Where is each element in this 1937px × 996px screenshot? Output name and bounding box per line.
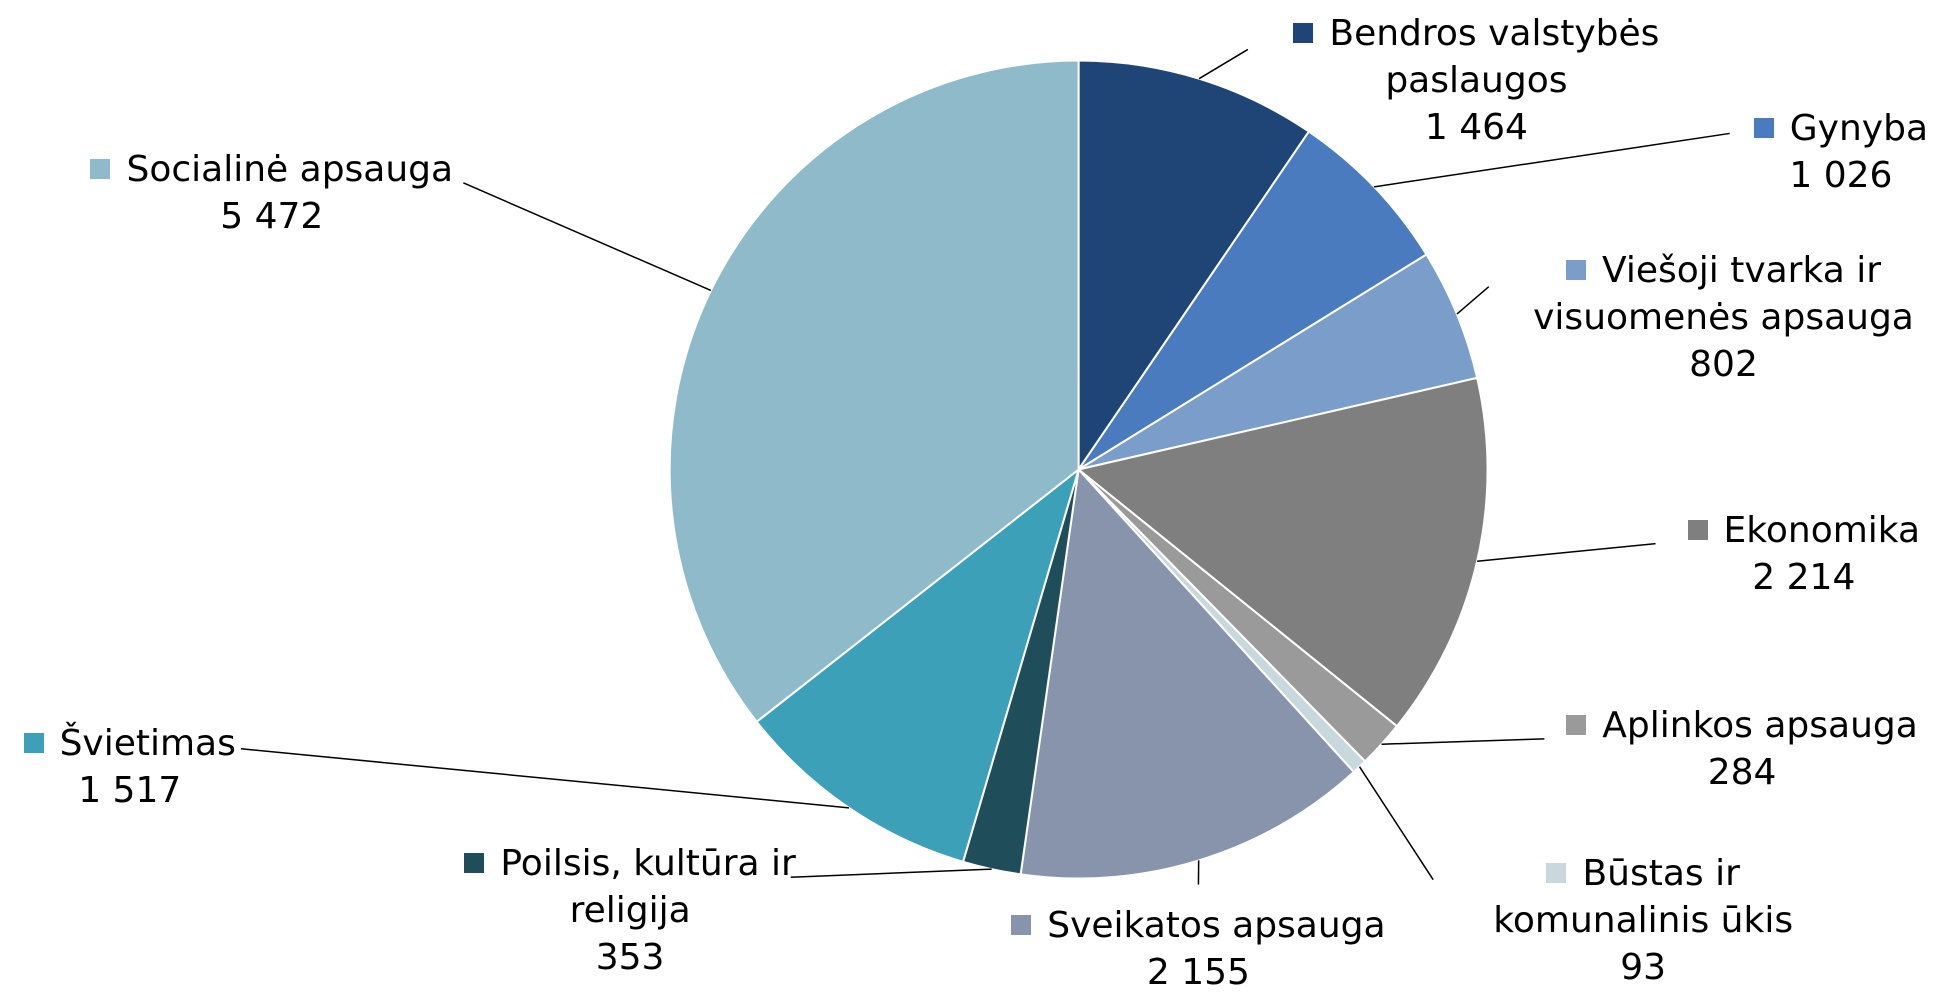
label-name: Bendros valstybės paslaugos [1266, 10, 1686, 104]
value-label: 1 517 [0, 767, 266, 814]
leader-line [1359, 767, 1433, 880]
category-label: Socialinė apsauga [126, 149, 453, 190]
category-label: Aplinkos apsauga [1602, 705, 1918, 746]
legend-marker [90, 159, 110, 179]
leader-line [1477, 544, 1655, 562]
category-label: Ekonomika [1724, 510, 1921, 551]
value-label: 5 472 [68, 193, 476, 240]
label-name: Aplinkos apsauga [1544, 702, 1937, 749]
category-label: Švietimas [60, 723, 236, 764]
label-name: Sveikatos apsauga [976, 902, 1421, 949]
label-name: Švietimas [0, 720, 266, 767]
category-label: Sveikatos apsauga [1047, 905, 1385, 946]
legend-marker [1566, 715, 1586, 735]
legend-marker [1546, 863, 1566, 883]
category-label: Viešoji tvarka ir visuomenės apsauga [1533, 250, 1914, 338]
legend-marker [1293, 23, 1313, 43]
legend-marker [24, 733, 44, 753]
value-label: 284 [1544, 749, 1937, 796]
category-label: Gynyba [1790, 108, 1928, 149]
category-label: Bendros valstybės paslaugos [1329, 13, 1659, 101]
label-name: Socialinė apsauga [68, 146, 476, 193]
value-label: 1 026 [1717, 152, 1937, 199]
leader-line [1457, 287, 1489, 314]
leader-line [463, 183, 711, 291]
leader-line [241, 749, 849, 808]
value-label: 1 464 [1266, 104, 1686, 151]
value-label: 93 [1458, 944, 1829, 991]
label-name: Poilsis, kultūra ir religija [432, 840, 827, 934]
value-label: 802 [1507, 341, 1937, 388]
legend-marker [1754, 118, 1774, 138]
legend-marker [464, 853, 484, 873]
category-label: Būstas ir komunalinis ūkis [1493, 853, 1793, 941]
value-label: 2 214 [1668, 554, 1937, 601]
legend-marker [1011, 915, 1031, 935]
legend-marker [1688, 520, 1708, 540]
label-name: Viešoji tvarka ir visuomenės apsauga [1507, 247, 1937, 341]
label-name: Būstas ir komunalinis ūkis [1458, 850, 1829, 944]
category-label: Poilsis, kultūra ir religija [500, 843, 795, 931]
leader-line [1199, 49, 1248, 78]
legend-marker [1566, 260, 1586, 280]
value-label: 353 [432, 934, 827, 981]
leader-line [1382, 739, 1545, 744]
label-name: Gynyba [1717, 105, 1937, 152]
label-name: Ekonomika [1668, 507, 1937, 554]
